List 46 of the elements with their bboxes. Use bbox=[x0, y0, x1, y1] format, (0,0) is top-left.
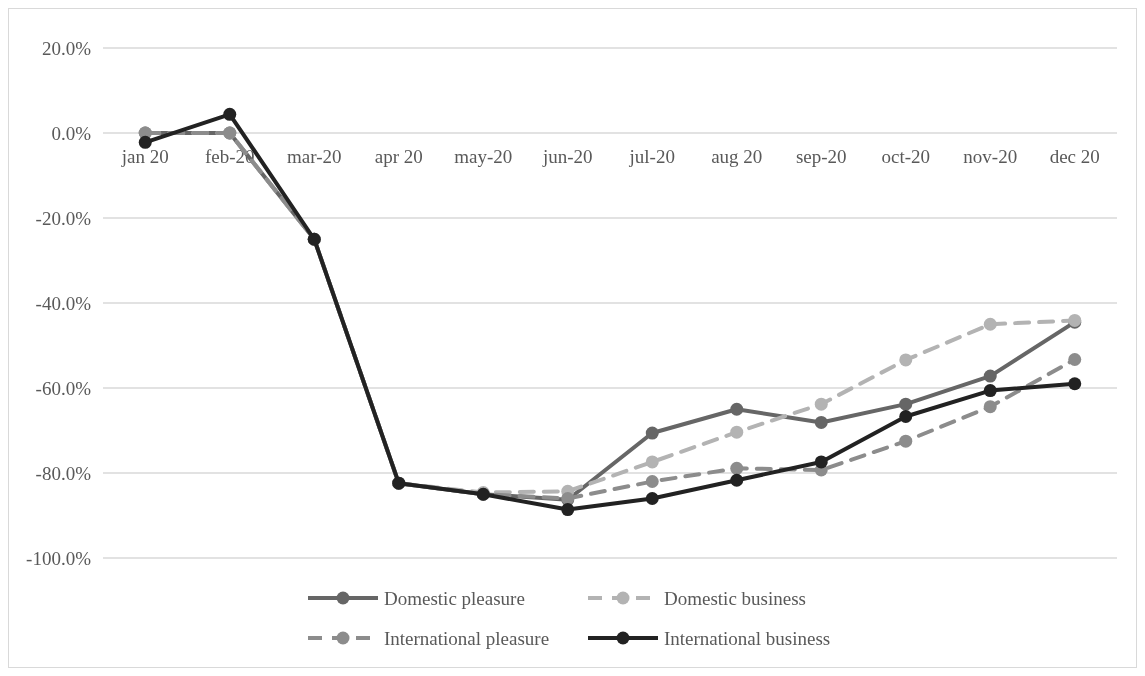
legend-label: International pleasure bbox=[384, 627, 550, 649]
y-tick-label: -60.0% bbox=[35, 377, 92, 399]
point bbox=[899, 397, 913, 411]
point bbox=[983, 369, 997, 383]
point bbox=[645, 492, 659, 505]
point bbox=[223, 107, 237, 121]
x-tick-label: mar-20 bbox=[287, 146, 342, 167]
point bbox=[983, 317, 997, 331]
y-tick-label: -100.0% bbox=[26, 547, 92, 569]
point bbox=[561, 503, 575, 517]
y-tick-label: 0.0% bbox=[51, 122, 92, 144]
x-tick-label: jan 20 bbox=[120, 146, 169, 167]
y-tick-label: -40.0% bbox=[35, 292, 92, 314]
point bbox=[814, 397, 828, 411]
y-tick-label: -20.0% bbox=[35, 207, 92, 229]
legend-label: Domestic business bbox=[664, 587, 806, 609]
point bbox=[814, 415, 828, 429]
point bbox=[983, 400, 997, 414]
x-tick-label: may-20 bbox=[454, 146, 513, 167]
point bbox=[138, 135, 152, 149]
point bbox=[1068, 377, 1082, 391]
x-tick-label: dec 20 bbox=[1049, 146, 1100, 167]
y-tick-label: 20.0% bbox=[41, 37, 92, 59]
point bbox=[899, 434, 913, 448]
x-tick-label: oct-20 bbox=[881, 146, 931, 167]
point bbox=[730, 473, 744, 487]
point bbox=[645, 455, 659, 469]
x-tick-label: sep-20 bbox=[795, 146, 847, 167]
x-tick-label: apr 20 bbox=[374, 146, 423, 167]
x-tick-label: nov-20 bbox=[963, 146, 1018, 167]
legend-label: International business bbox=[664, 627, 831, 649]
point bbox=[983, 384, 997, 398]
x-tick-label: jul-20 bbox=[628, 146, 675, 167]
point bbox=[645, 426, 659, 440]
point bbox=[899, 353, 913, 367]
point bbox=[814, 455, 828, 469]
y-tick-label: -80.0% bbox=[35, 462, 92, 484]
point bbox=[1068, 353, 1082, 367]
legend-label: Domestic pleasure bbox=[384, 587, 525, 609]
x-tick-label: jun-20 bbox=[541, 146, 593, 167]
point bbox=[645, 475, 659, 488]
point bbox=[730, 425, 744, 439]
x-tick-label: aug 20 bbox=[711, 146, 763, 167]
point bbox=[730, 402, 744, 416]
point bbox=[899, 409, 913, 423]
point bbox=[730, 461, 744, 475]
